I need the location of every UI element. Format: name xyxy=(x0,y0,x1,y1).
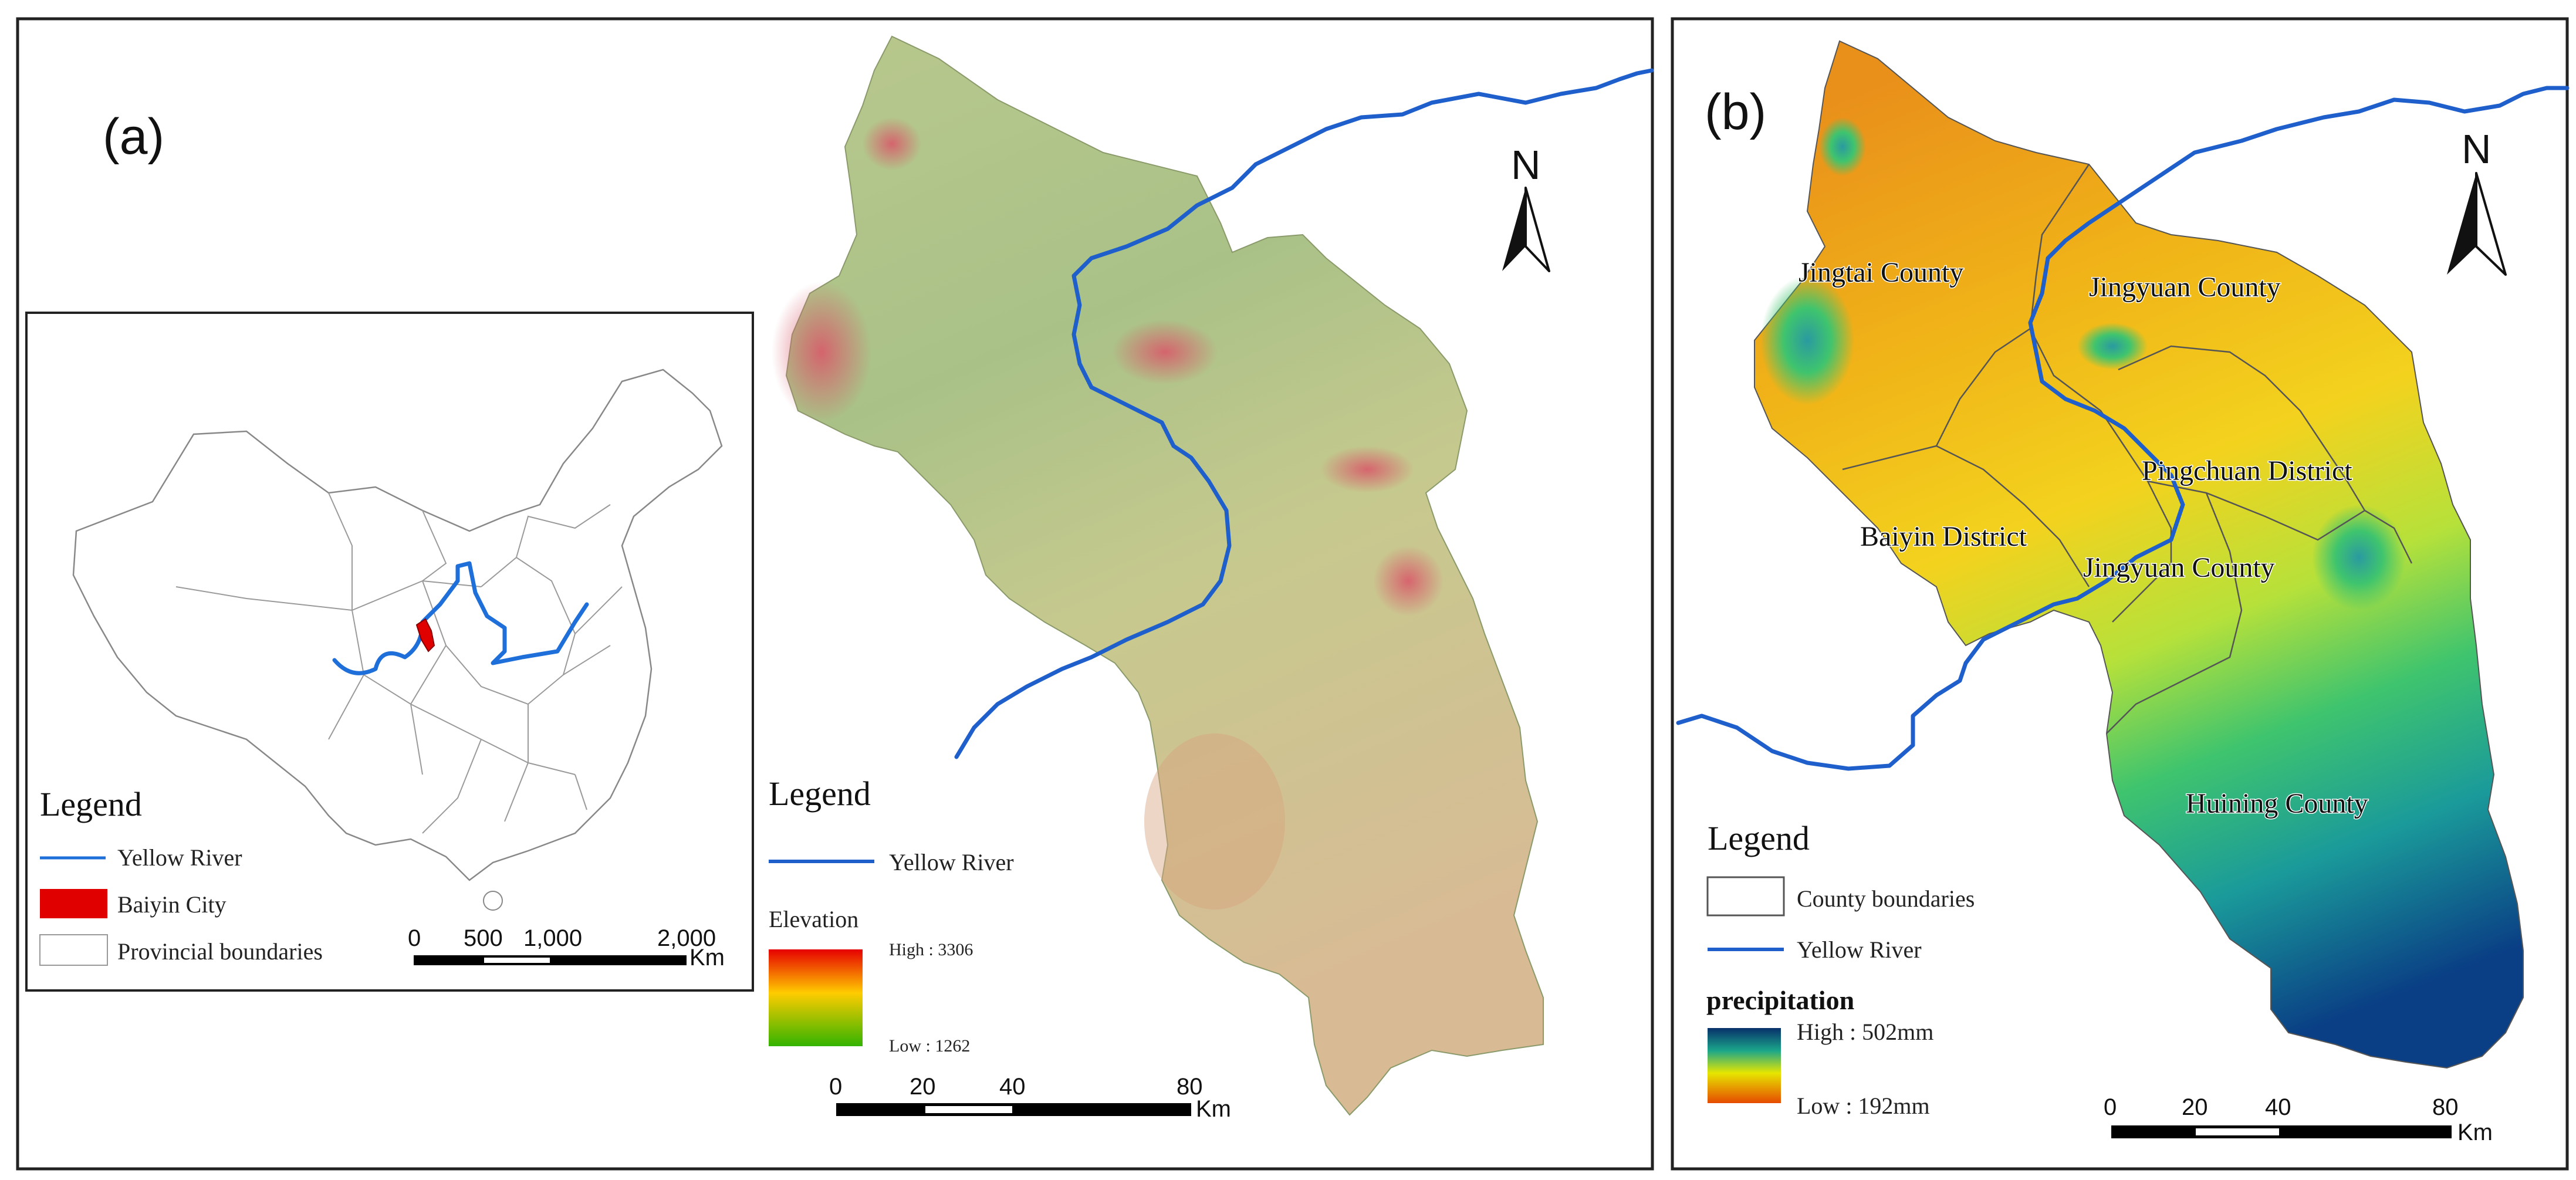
high-elevation-ridge xyxy=(1320,446,1414,493)
high-elevation-east xyxy=(1373,546,1443,616)
precip-wet-west xyxy=(1760,276,1854,405)
label-jingyuan-county-north: Jingyuan County xyxy=(2089,272,2281,303)
panel-b-legend-title: Legend xyxy=(1708,819,1810,857)
panel-a-legend-title: Legend xyxy=(769,775,871,813)
panel-b-legend: Legend County boundaries Yellow River pr… xyxy=(1706,819,1975,1119)
county-boundaries xyxy=(1842,164,2413,734)
label-huining-county: Huining County xyxy=(2186,788,2368,819)
svg-text:0: 0 xyxy=(2104,1094,2117,1120)
panel-b-yellow-river xyxy=(1676,86,2570,771)
panel-a-legend-river-label: Yellow River xyxy=(889,849,1014,875)
precip-wet-central xyxy=(2077,323,2148,370)
panel-b-river-label: Yellow River xyxy=(1797,936,1922,963)
high-elevation-south xyxy=(1144,733,1285,909)
svg-text:40: 40 xyxy=(2265,1094,2291,1120)
precip-high-label: High : 502mm xyxy=(1797,1019,1933,1045)
inset-yellow-river xyxy=(332,561,589,675)
precip-wet-north xyxy=(1819,117,1866,176)
high-elevation-central xyxy=(1112,320,1218,384)
inset-legend-baiyin-swatch xyxy=(40,889,107,918)
svg-text:2,000: 2,000 xyxy=(657,925,716,951)
svg-text:20: 20 xyxy=(910,1074,936,1100)
panel-a-scale-bar: 0 20 40 80 Km xyxy=(829,1074,1231,1122)
panel-a-north-arrow: N xyxy=(1502,142,1550,272)
svg-text:0: 0 xyxy=(408,925,421,951)
precip-low-label: Low : 192mm xyxy=(1797,1093,1930,1119)
panel-b-scale-bar: 0 20 40 80 Km xyxy=(2104,1094,2493,1145)
elevation-low-label: Low : 1262 xyxy=(889,1036,970,1056)
inset-map: Legend Yellow River Baiyin City Provinci… xyxy=(25,312,754,992)
svg-text:0: 0 xyxy=(829,1074,842,1100)
county-boundary-label: County boundaries xyxy=(1797,885,1975,912)
svg-text:Km: Km xyxy=(1196,1096,1231,1122)
north-arrow-fill xyxy=(1502,188,1526,271)
svg-text:N: N xyxy=(1511,142,1541,188)
high-elevation-north xyxy=(863,117,921,170)
label-pingchuan-district: Pingchuan District xyxy=(2142,455,2352,486)
inset-legend-baiyin-label: Baiyin City xyxy=(117,891,227,918)
elevation-map xyxy=(772,35,1654,1116)
north-arrow-b-fill xyxy=(2447,173,2476,275)
svg-text:40: 40 xyxy=(999,1074,1026,1100)
precipitation-map xyxy=(1676,40,2570,1069)
hainan-island xyxy=(483,891,503,911)
precip-legend-title: precipitation xyxy=(1706,985,1854,1015)
inset-scale-bar: 0 500 1,000 2,000 Km xyxy=(408,925,725,971)
panel-a-label: (a) xyxy=(103,109,164,165)
panel-b-label: (b) xyxy=(1705,84,1766,140)
panel-b-north-arrow: N xyxy=(2447,126,2507,276)
svg-text:Km: Km xyxy=(689,945,725,971)
label-baiyin-district: Baiyin District xyxy=(1860,521,2027,552)
inset-legend-title: Legend xyxy=(40,785,142,823)
svg-text:1,000: 1,000 xyxy=(523,925,582,951)
panel-a-legend: Legend Yellow River Elevation High : 330… xyxy=(769,775,1014,1056)
panel-a-yellow-river xyxy=(954,68,1654,759)
elevation-high-label: High : 3306 xyxy=(889,940,973,959)
inset-baiyin-city xyxy=(415,618,435,652)
high-elevation-west xyxy=(772,282,871,422)
inset-legend-province-swatch xyxy=(39,934,108,966)
county-labels: Jingtai County Jingyuan County Pingchuan… xyxy=(1798,256,2369,820)
label-jingyuan-county-south: Jingyuan County xyxy=(2083,552,2275,583)
inset-legend-province-label: Provincial boundaries xyxy=(117,938,323,965)
svg-text:500: 500 xyxy=(464,925,503,951)
inset-legend-river-label: Yellow River xyxy=(117,844,242,871)
county-boundary-swatch xyxy=(1706,876,1785,917)
elevation-color-ramp xyxy=(769,949,863,1046)
svg-text:20: 20 xyxy=(2182,1094,2208,1120)
svg-text:80: 80 xyxy=(1177,1074,1203,1100)
panel-a-legend-elevation-title: Elevation xyxy=(769,906,858,932)
svg-text:Km: Km xyxy=(2457,1120,2493,1145)
precip-wet-east xyxy=(2312,505,2406,610)
china-outline xyxy=(72,368,723,881)
baiyin-dem-shape xyxy=(785,35,1544,1116)
precip-color-ramp xyxy=(1708,1028,1781,1103)
label-jingtai-county: Jingtai County xyxy=(1799,257,1963,288)
svg-text:80: 80 xyxy=(2432,1094,2459,1120)
svg-text:N: N xyxy=(2462,126,2492,172)
